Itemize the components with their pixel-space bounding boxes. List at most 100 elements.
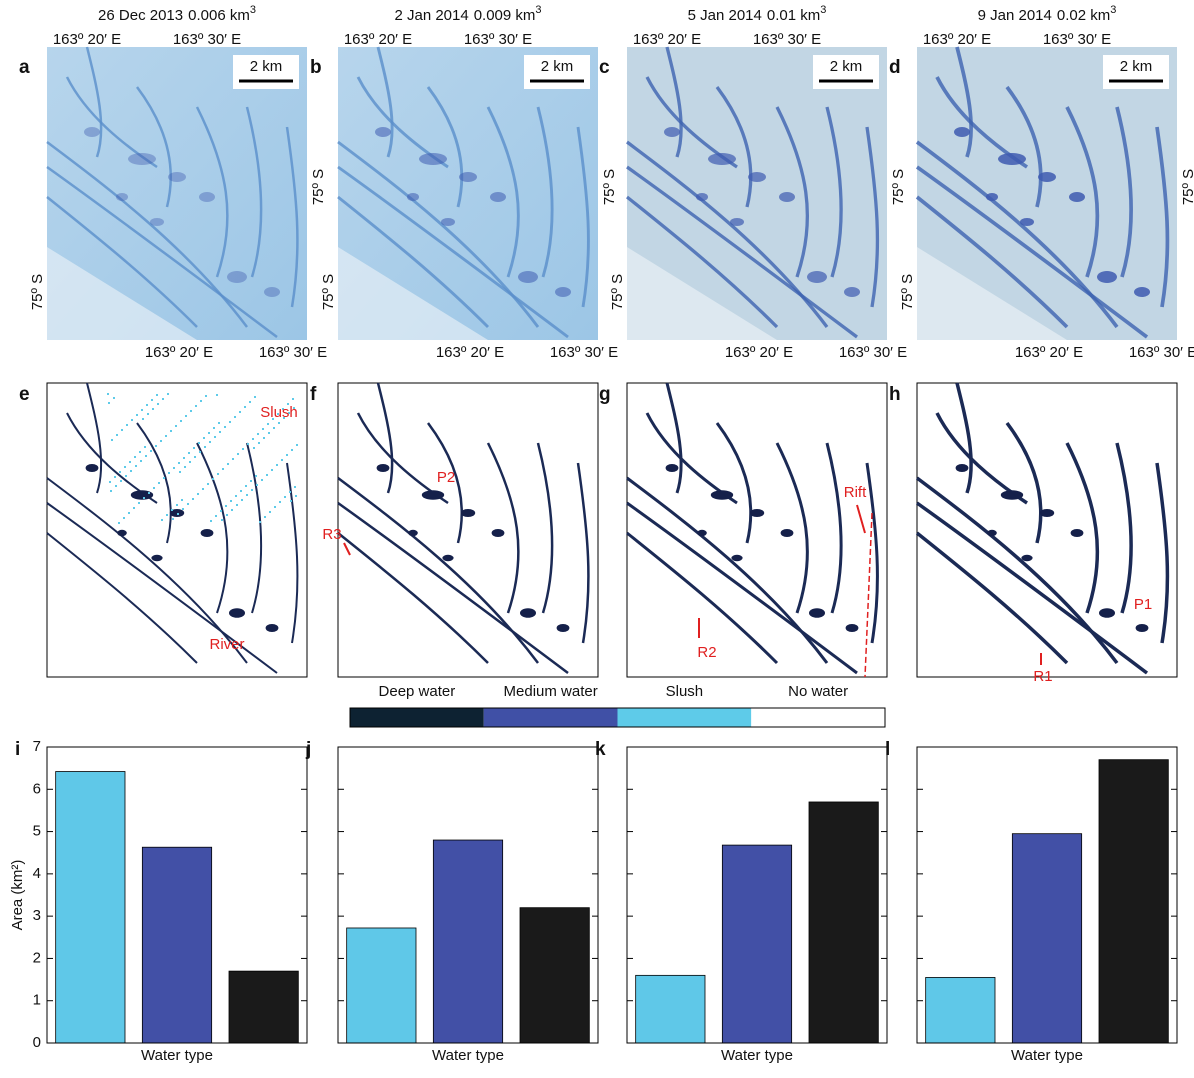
slush-pixel xyxy=(172,518,174,520)
annotation: P1 xyxy=(1134,596,1152,613)
lake xyxy=(407,193,419,201)
slush-pixel xyxy=(237,453,239,455)
snow-patch xyxy=(627,247,777,340)
slush-pixel xyxy=(123,517,125,519)
slush-pixel xyxy=(156,394,158,396)
slush-pixel xyxy=(165,435,167,437)
lake xyxy=(441,218,455,226)
lake xyxy=(1069,192,1085,202)
lake xyxy=(954,127,970,137)
y-tick-label: 7 xyxy=(33,738,41,755)
annotation: River xyxy=(209,636,244,653)
legend-swatch xyxy=(617,708,752,727)
slush-pixel xyxy=(227,463,229,465)
panel-title: 5 Jan 2014 0.01 km3 xyxy=(688,4,827,24)
water-channel xyxy=(286,462,299,644)
title-date: 2 Jan 2014 xyxy=(394,7,468,24)
plot-frame xyxy=(337,746,599,1044)
water-pond xyxy=(1021,554,1033,562)
y-tick-label: 4 xyxy=(33,865,41,882)
panel-letter: k xyxy=(595,739,606,760)
slush-pixel xyxy=(144,446,146,448)
water-pond xyxy=(491,529,505,537)
slush-pixel xyxy=(118,522,120,524)
title-exponent: 3 xyxy=(820,4,826,16)
slush-pixel xyxy=(133,507,135,509)
slush-pixel xyxy=(273,427,275,429)
slush-pixel xyxy=(146,404,148,406)
slush-pixel xyxy=(143,497,145,499)
slush-pixel xyxy=(234,416,236,418)
slush-pixel xyxy=(278,422,280,424)
slush-pixel xyxy=(203,437,205,439)
slush-pixel xyxy=(269,511,271,513)
lake xyxy=(116,193,128,201)
slush-pixel xyxy=(177,513,179,515)
lake xyxy=(986,193,998,201)
stream xyxy=(536,106,554,278)
slush-pixel xyxy=(121,429,123,431)
slush-pixel xyxy=(148,492,150,494)
slush-pixel xyxy=(161,519,163,521)
right-lat-label: 75º S xyxy=(310,169,327,205)
slush-pixel xyxy=(274,506,276,508)
panel-letter: d xyxy=(889,57,901,78)
slush-pixel xyxy=(261,479,263,481)
lake xyxy=(748,172,766,182)
slush-pixel xyxy=(257,433,259,435)
bottom-lon-label: 163º 30′ E xyxy=(550,344,618,361)
slush-pixel xyxy=(262,428,264,430)
stream xyxy=(426,86,464,208)
slush-pixel xyxy=(230,500,232,502)
lake xyxy=(730,218,744,226)
slush-pixel xyxy=(140,460,142,462)
slush-pixel xyxy=(151,399,153,401)
slush-pixel xyxy=(266,474,268,476)
stream xyxy=(825,106,843,278)
scale-box xyxy=(1103,55,1169,89)
lake xyxy=(199,192,215,202)
slush-pixel xyxy=(207,483,209,485)
slush-pixel xyxy=(155,445,157,447)
lake xyxy=(779,192,795,202)
scale-label: 2 km xyxy=(1120,58,1153,75)
panel-letter: j xyxy=(305,739,311,760)
lake xyxy=(128,153,156,165)
slush-pixel xyxy=(113,397,115,399)
water-pond xyxy=(1135,624,1149,632)
lake xyxy=(998,153,1026,165)
slush-pixel xyxy=(252,438,254,440)
slush-pixel xyxy=(197,493,199,495)
water-channel xyxy=(626,531,779,665)
water-pond xyxy=(151,554,163,562)
satellite-image xyxy=(915,46,1177,340)
slush-pixel xyxy=(271,469,273,471)
scale-box xyxy=(813,55,879,89)
slush-pixel xyxy=(236,504,238,506)
stream xyxy=(665,46,683,158)
slush-pixel xyxy=(215,515,217,517)
stream xyxy=(1115,106,1133,278)
slush-pixel xyxy=(128,512,130,514)
slush-pixel xyxy=(166,514,168,516)
water-pond xyxy=(1099,608,1115,618)
panel-title: 2 Jan 2014 0.009 km3 xyxy=(394,4,541,24)
slush-pixel xyxy=(139,451,141,453)
top-lon-label: 163º 30′ E xyxy=(464,31,532,48)
bar xyxy=(808,801,879,1044)
water-channel xyxy=(46,532,198,664)
stream xyxy=(46,165,278,339)
slush-pixel xyxy=(198,442,200,444)
water-channel xyxy=(136,422,172,544)
slush-pixel xyxy=(142,418,144,420)
stream xyxy=(337,165,569,339)
stream xyxy=(865,126,880,308)
x-axis-label: Water type xyxy=(432,1047,504,1064)
water-pond xyxy=(130,490,154,500)
lake xyxy=(696,193,708,201)
bar xyxy=(1098,759,1169,1044)
slush-pixel xyxy=(290,500,292,502)
satellite-image xyxy=(46,46,307,340)
slush-pixel xyxy=(204,446,206,448)
